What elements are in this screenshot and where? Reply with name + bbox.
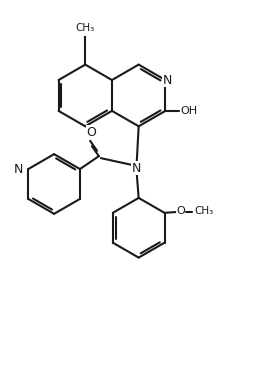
Text: CH₃: CH₃ (76, 23, 95, 33)
Text: CH₃: CH₃ (194, 206, 214, 216)
Text: N: N (132, 162, 141, 174)
Text: OH: OH (180, 106, 198, 116)
Text: N: N (14, 162, 23, 176)
Text: O: O (176, 206, 185, 216)
Text: O: O (86, 126, 96, 139)
Text: N: N (163, 73, 172, 87)
